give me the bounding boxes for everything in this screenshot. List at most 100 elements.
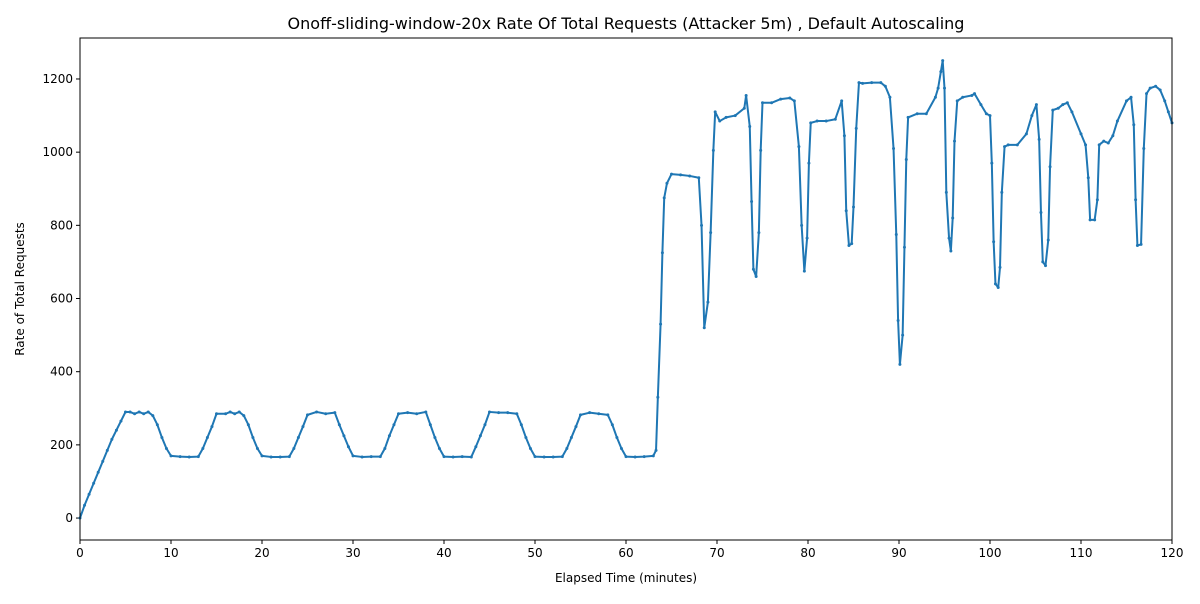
point: [1039, 211, 1043, 215]
point: [1048, 165, 1052, 169]
point: [1129, 95, 1133, 99]
point: [904, 157, 908, 161]
point: [619, 447, 623, 451]
point: [842, 134, 846, 138]
point: [1135, 243, 1139, 247]
point: [478, 434, 482, 438]
point: [424, 410, 428, 414]
point: [915, 112, 919, 116]
x-tick-label: 110: [1070, 546, 1093, 560]
point: [196, 455, 200, 459]
point: [1034, 103, 1038, 107]
point: [551, 455, 555, 459]
point: [1106, 141, 1110, 145]
point: [744, 93, 748, 97]
point: [406, 411, 410, 415]
point: [151, 414, 155, 418]
point: [751, 267, 755, 271]
point: [306, 413, 309, 417]
point: [1086, 176, 1090, 180]
point: [415, 412, 419, 416]
point: [1000, 190, 1004, 194]
y-tick-label: 600: [50, 292, 73, 306]
point: [949, 249, 953, 253]
point: [857, 81, 861, 85]
point: [750, 200, 754, 204]
point: [939, 70, 943, 74]
x-tick-label: 50: [527, 546, 542, 560]
point: [870, 81, 874, 85]
point: [748, 125, 752, 129]
point: [278, 455, 282, 459]
x-axis-label: Elapsed Time (minutes): [555, 571, 697, 585]
point: [709, 231, 713, 235]
point: [346, 445, 350, 449]
point: [442, 455, 446, 459]
point: [879, 81, 883, 85]
point: [292, 447, 296, 451]
point: [961, 95, 965, 99]
point: [936, 86, 940, 90]
point: [713, 110, 717, 114]
point: [947, 236, 951, 240]
point: [360, 455, 364, 459]
point: [574, 425, 578, 429]
point: [560, 455, 564, 459]
point: [428, 423, 432, 427]
point: [1079, 132, 1083, 136]
point: [1084, 143, 1088, 147]
point: [133, 412, 137, 416]
point: [902, 245, 906, 249]
x-tick-label: 90: [891, 546, 906, 560]
point: [579, 413, 582, 417]
point: [953, 139, 957, 143]
point: [205, 436, 209, 440]
point: [337, 423, 341, 427]
point: [1051, 108, 1055, 112]
point: [757, 231, 761, 235]
point: [610, 423, 614, 427]
point: [124, 410, 127, 414]
point: [1142, 146, 1146, 150]
point: [984, 112, 988, 116]
point: [697, 176, 701, 180]
y-tick-label: 1200: [42, 72, 73, 86]
point: [201, 447, 205, 451]
point: [588, 411, 592, 415]
point: [807, 161, 811, 165]
point: [840, 99, 844, 103]
y-tick-label: 200: [50, 438, 73, 452]
point: [1148, 86, 1152, 90]
x-tick-label: 10: [163, 546, 178, 560]
point: [301, 425, 305, 429]
x-tick-label: 100: [979, 546, 1002, 560]
point: [392, 423, 396, 427]
point: [979, 103, 983, 107]
y-tick-label: 0: [65, 511, 73, 525]
point: [119, 419, 123, 423]
x-tick-label: 30: [345, 546, 360, 560]
point: [850, 242, 854, 246]
point: [933, 95, 937, 99]
point: [1093, 218, 1097, 222]
point: [970, 93, 974, 97]
point: [1065, 101, 1069, 105]
point: [992, 240, 996, 244]
point: [624, 455, 628, 459]
point: [383, 447, 387, 451]
point: [1163, 99, 1167, 103]
point: [242, 414, 246, 418]
point: [996, 286, 1000, 290]
point: [1061, 103, 1065, 107]
point: [542, 455, 546, 459]
point: [469, 455, 473, 459]
point: [797, 145, 801, 149]
point: [852, 205, 855, 209]
point: [269, 455, 273, 459]
point: [779, 97, 783, 101]
point: [110, 437, 114, 441]
point: [733, 114, 737, 118]
point: [114, 428, 118, 432]
point: [700, 223, 704, 227]
y-tick-label: 800: [50, 218, 73, 232]
